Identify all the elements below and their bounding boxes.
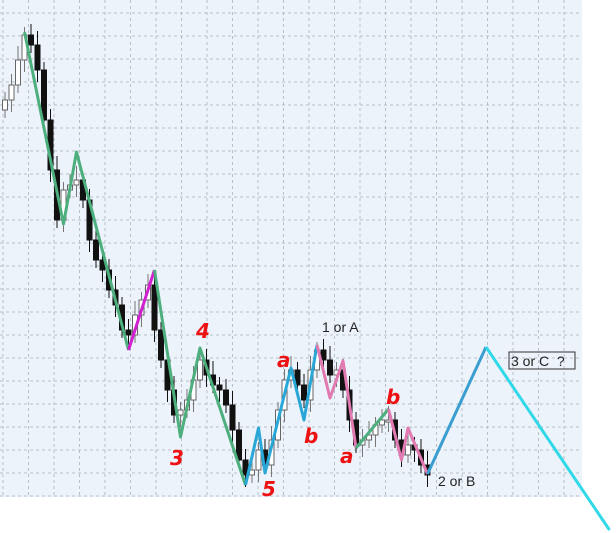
annotation-2-or-b: 2 or B <box>438 473 475 489</box>
candle-body <box>8 84 15 101</box>
candle-body <box>125 329 132 336</box>
wave-label-5: 5 <box>262 477 276 501</box>
candle-body <box>294 369 301 386</box>
wave-line <box>127 269 156 351</box>
candle-body <box>28 34 34 46</box>
candle-body <box>34 44 41 71</box>
candle-body <box>379 419 385 426</box>
candle-body <box>327 359 333 376</box>
annotation-1-or-a: 1 or A <box>322 319 359 335</box>
wave-line <box>23 31 130 351</box>
wave-lines <box>23 31 611 531</box>
wave-label-3: 3 <box>170 446 184 470</box>
wave-line <box>484 346 611 531</box>
candle-body <box>301 384 307 401</box>
wave-line <box>153 269 247 486</box>
candle-body <box>177 409 184 416</box>
candle-body <box>2 99 8 111</box>
candle-body <box>223 389 229 406</box>
candle-body <box>197 359 203 381</box>
wave-line <box>387 408 429 475</box>
candle-body <box>15 59 21 86</box>
candle-body <box>255 449 262 471</box>
candle-body <box>216 384 223 391</box>
candle-body <box>320 349 327 361</box>
candle-body <box>236 429 242 461</box>
wave-line <box>244 344 319 486</box>
candle-body <box>158 329 164 361</box>
wave-line <box>426 346 488 475</box>
candle-body <box>41 69 47 121</box>
plot-background <box>0 0 582 497</box>
candle-body <box>405 444 411 456</box>
wave-label-4: 4 <box>195 319 210 343</box>
wave-line <box>315 344 358 449</box>
annotation-3-or-c: 3 or C ? <box>511 353 565 369</box>
wave-label-a1: a <box>277 348 291 372</box>
wave-label-b1: b <box>304 424 318 448</box>
annotation-box <box>508 351 576 370</box>
candle-body <box>229 404 236 431</box>
wave-label-a2: a <box>340 444 354 468</box>
candle-body <box>93 239 99 261</box>
candle-body <box>73 179 80 186</box>
wave-line <box>354 408 390 449</box>
candle-body <box>151 284 158 331</box>
wave-label-b2: b <box>386 385 400 409</box>
